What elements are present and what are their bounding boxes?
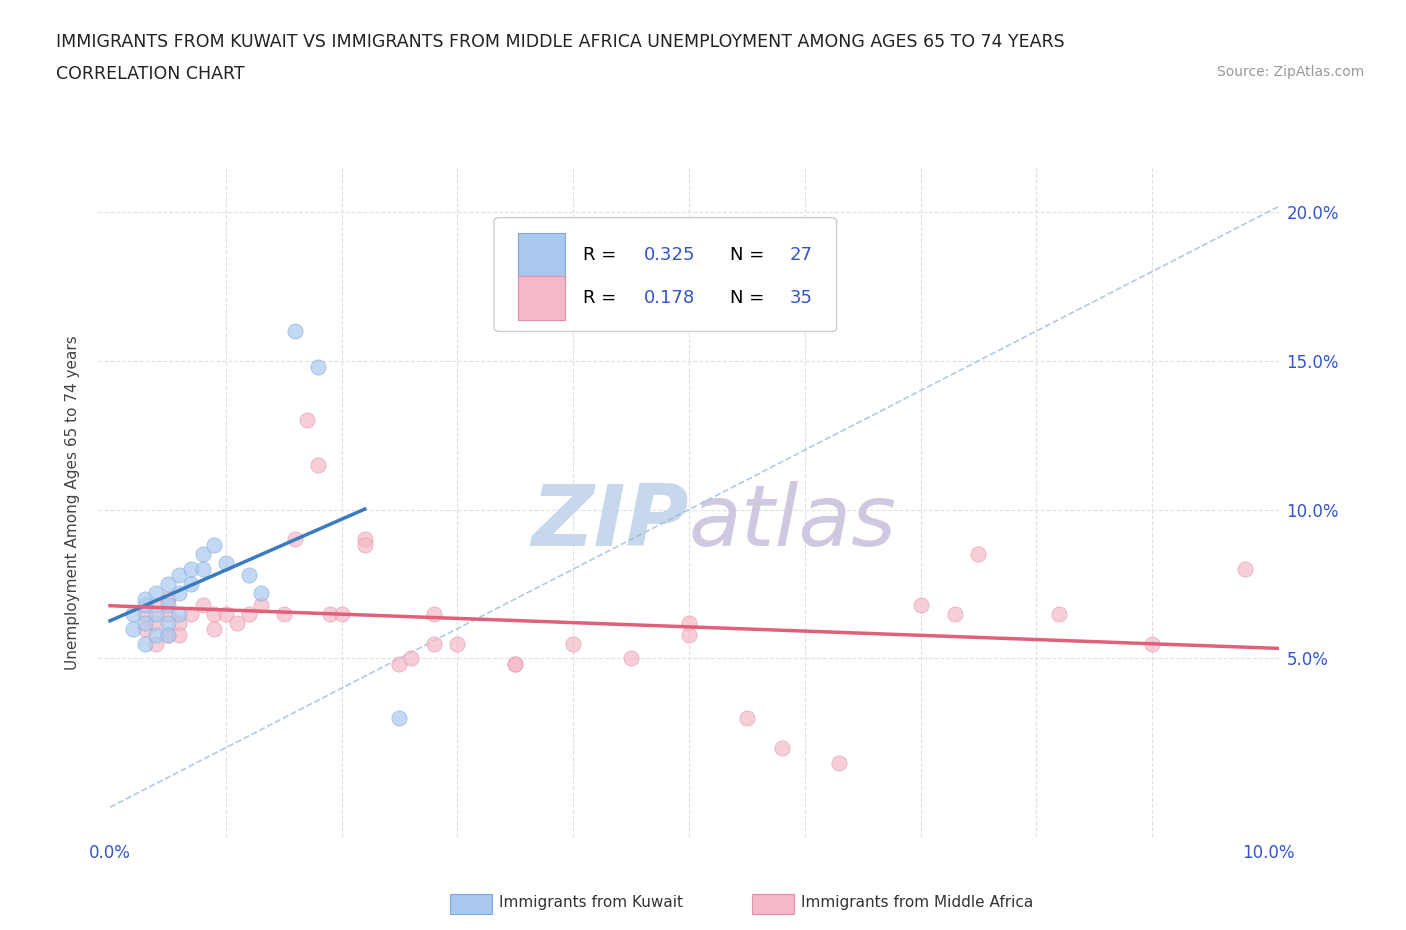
Point [156,597,179,612]
Point [1049,606,1071,621]
Point [284,324,307,339]
Point [238,606,260,621]
Point [191,597,214,612]
Y-axis label: Unemployment Among Ages 65 to 74 years: Unemployment Among Ages 65 to 74 years [65,335,80,670]
Point [353,538,375,552]
Point [353,532,375,547]
Point [678,616,700,631]
Point [215,606,238,621]
FancyBboxPatch shape [517,276,565,320]
Text: IMMIGRANTS FROM KUWAIT VS IMMIGRANTS FROM MIDDLE AFRICA UNEMPLOYMENT AMONG AGES : IMMIGRANTS FROM KUWAIT VS IMMIGRANTS FRO… [56,33,1064,50]
Text: Source: ZipAtlas.com: Source: ZipAtlas.com [1216,65,1364,79]
Point [423,606,446,621]
Point [169,627,191,642]
Point [169,567,191,582]
Text: CORRELATION CHART: CORRELATION CHART [56,65,245,83]
Point [202,538,225,552]
Point [1233,562,1256,577]
Point [145,606,167,621]
Point [943,606,966,621]
Point [828,755,851,770]
Point [399,651,422,666]
Point [202,606,225,621]
Point [1140,636,1163,651]
Point [202,621,225,636]
Point [134,591,156,606]
FancyBboxPatch shape [517,233,565,277]
Point [678,627,700,642]
Point [134,621,156,636]
Point [145,586,167,601]
Point [295,413,318,428]
Point [169,586,191,601]
Point [503,657,526,671]
Point [122,606,145,621]
Point [134,606,156,621]
Text: Immigrants from Middle Africa: Immigrants from Middle Africa [801,895,1033,910]
Point [122,621,145,636]
Point [215,556,238,571]
Point [388,657,411,671]
Point [388,711,411,725]
Point [249,586,271,601]
Point [330,606,353,621]
Text: N =: N = [730,246,770,264]
Point [273,606,295,621]
Point [503,657,526,671]
Point [134,616,156,631]
Point [180,606,202,621]
Point [735,711,758,725]
Point [156,591,179,606]
Point [145,627,167,642]
Point [156,627,179,642]
Text: 35: 35 [789,289,813,307]
Point [156,606,179,621]
Point [284,532,307,547]
FancyBboxPatch shape [494,218,837,331]
Point [145,616,167,631]
Point [191,547,214,562]
Text: N =: N = [730,289,770,307]
Text: 27: 27 [789,246,813,264]
Text: 0.325: 0.325 [644,246,696,264]
Text: atlas: atlas [689,481,897,564]
Point [180,562,202,577]
Point [249,597,271,612]
Point [770,740,793,755]
Point [156,616,179,631]
Point [156,627,179,642]
Point [967,547,990,562]
Point [307,359,329,374]
Point [620,651,643,666]
Point [180,577,202,591]
Point [191,562,214,577]
Point [169,616,191,631]
Point [307,458,329,472]
Point [910,597,932,612]
Text: ZIP: ZIP [531,481,689,564]
Point [238,567,260,582]
Text: R =: R = [582,246,621,264]
Text: R =: R = [582,289,621,307]
Point [156,577,179,591]
Point [319,606,342,621]
Point [169,606,191,621]
Point [226,616,249,631]
Point [134,636,156,651]
Point [145,636,167,651]
Point [145,597,167,612]
Text: 0.178: 0.178 [644,289,696,307]
Point [562,636,585,651]
Text: Immigrants from Kuwait: Immigrants from Kuwait [499,895,683,910]
Point [423,636,446,651]
Point [446,636,468,651]
Point [134,597,156,612]
